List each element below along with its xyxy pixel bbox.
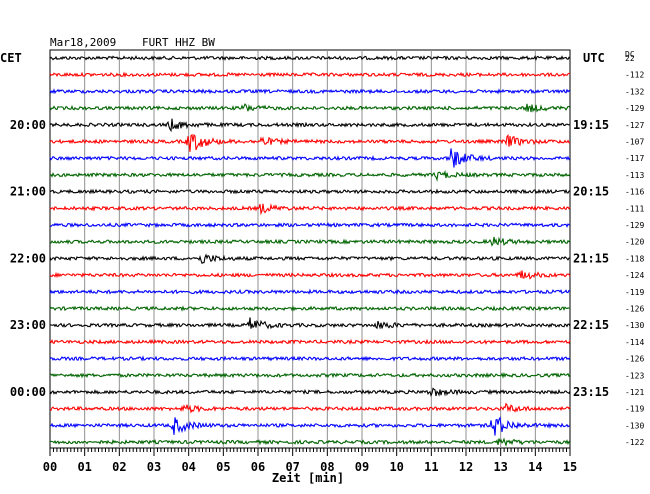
trace-dc-value: -119	[625, 288, 644, 297]
seismic-trace	[49, 169, 571, 182]
x-tick-label: 05	[216, 460, 230, 474]
trace-labels: 22 -112 -132 -129 -127 20:00 19:15 -107 -117 -113…	[10, 54, 645, 447]
x-tick-label: 14	[528, 460, 542, 474]
seismic-trace	[49, 355, 571, 362]
x-tick-label: 01	[77, 460, 91, 474]
minute-grid	[49, 49, 571, 449]
seismic-trace	[49, 270, 571, 280]
left-time-label: 20:00	[10, 118, 46, 132]
x-tick-label: 11	[424, 460, 438, 474]
x-axis-label: Zeit [min]	[272, 471, 344, 485]
x-tick-label: 07	[285, 460, 299, 474]
chart-station: FURT HHZ BW	[142, 36, 215, 49]
trace-dc-value: -119	[625, 405, 644, 414]
right-time-label: 22:15	[573, 318, 609, 332]
trace-dc-value: -107	[625, 138, 644, 147]
left-time-label: 21:00	[10, 185, 46, 199]
trace-dc-value: -113	[625, 171, 644, 180]
seismic-trace	[49, 338, 571, 345]
trace-dc-value: -129	[625, 104, 644, 113]
x-tick-label: 15	[563, 460, 577, 474]
trace-dc-value: -116	[625, 188, 644, 197]
left-timezone-label: CET	[0, 51, 22, 65]
right-time-label: 23:15	[573, 385, 609, 399]
seismic-trace	[49, 118, 571, 133]
trace-dc-value: -126	[625, 305, 644, 314]
trace-dc-value: -117	[625, 154, 644, 163]
trace-dc-value: -122	[625, 438, 644, 447]
trace-dc-value: -112	[625, 71, 644, 80]
seismic-trace	[49, 416, 571, 436]
seismic-trace	[49, 148, 571, 168]
right-time-label: 21:15	[573, 251, 609, 265]
x-tick-label: 08	[320, 460, 334, 474]
dc-column-header: DC	[625, 50, 635, 59]
x-tick-label: 03	[147, 460, 161, 474]
right-time-label: 20:15	[573, 185, 609, 199]
seismic-trace	[49, 387, 571, 398]
seismic-trace	[49, 188, 571, 195]
trace-dc-value: -130	[625, 421, 644, 430]
seismic-trace	[49, 71, 570, 78]
seismic-trace	[49, 253, 570, 264]
right-timezone-label: UTC	[583, 51, 605, 65]
trace-dc-value: -132	[625, 87, 644, 96]
x-tick-label: 06	[251, 460, 265, 474]
seismic-trace	[49, 55, 571, 61]
trace-dc-value: -111	[625, 204, 644, 213]
trace-group	[49, 55, 571, 447]
x-tick-label: 02	[112, 460, 126, 474]
seismic-trace	[49, 372, 571, 379]
seismic-trace	[49, 317, 571, 330]
trace-dc-value: -126	[625, 355, 644, 364]
left-time-label: 00:00	[10, 385, 46, 399]
left-time-label: 23:00	[10, 318, 46, 332]
plot-frame	[49, 49, 571, 449]
trace-dc-value: -121	[625, 388, 644, 397]
seismic-trace	[49, 103, 571, 113]
trace-dc-value: -118	[625, 254, 644, 263]
x-tick-label: 09	[355, 460, 369, 474]
seismic-trace	[49, 203, 571, 216]
seismic-trace	[49, 437, 571, 447]
x-tick-label: 04	[181, 460, 195, 474]
seismic-trace	[50, 222, 571, 229]
trace-dc-value: -124	[625, 271, 644, 280]
seismic-trace	[49, 288, 571, 295]
x-tick-label: 10	[389, 460, 403, 474]
x-tick-label: 00	[43, 460, 57, 474]
trace-dc-value: -114	[625, 338, 644, 347]
right-time-label: 19:15	[573, 118, 609, 132]
chart-date: Mar18,2009	[50, 36, 116, 49]
seismic-trace	[49, 133, 571, 152]
x-axis: Zeit [min] 00 01 02 03 04 05 06 07 08 09 10 11 12 13 1…	[43, 448, 577, 485]
trace-dc-value: -129	[625, 221, 644, 230]
seismic-trace	[49, 236, 571, 247]
x-tick-label: 12	[459, 460, 473, 474]
x-tick-label: 13	[493, 460, 507, 474]
trace-dc-value: -123	[625, 371, 644, 380]
seismic-trace	[49, 305, 571, 312]
trace-dc-value: 22	[625, 54, 635, 63]
seismic-trace	[49, 88, 571, 95]
trace-dc-value: -120	[625, 238, 644, 247]
seismic-trace	[49, 402, 571, 414]
trace-dc-value: -130	[625, 321, 644, 330]
trace-dc-value: -127	[625, 121, 644, 130]
left-time-label: 22:00	[10, 251, 46, 265]
